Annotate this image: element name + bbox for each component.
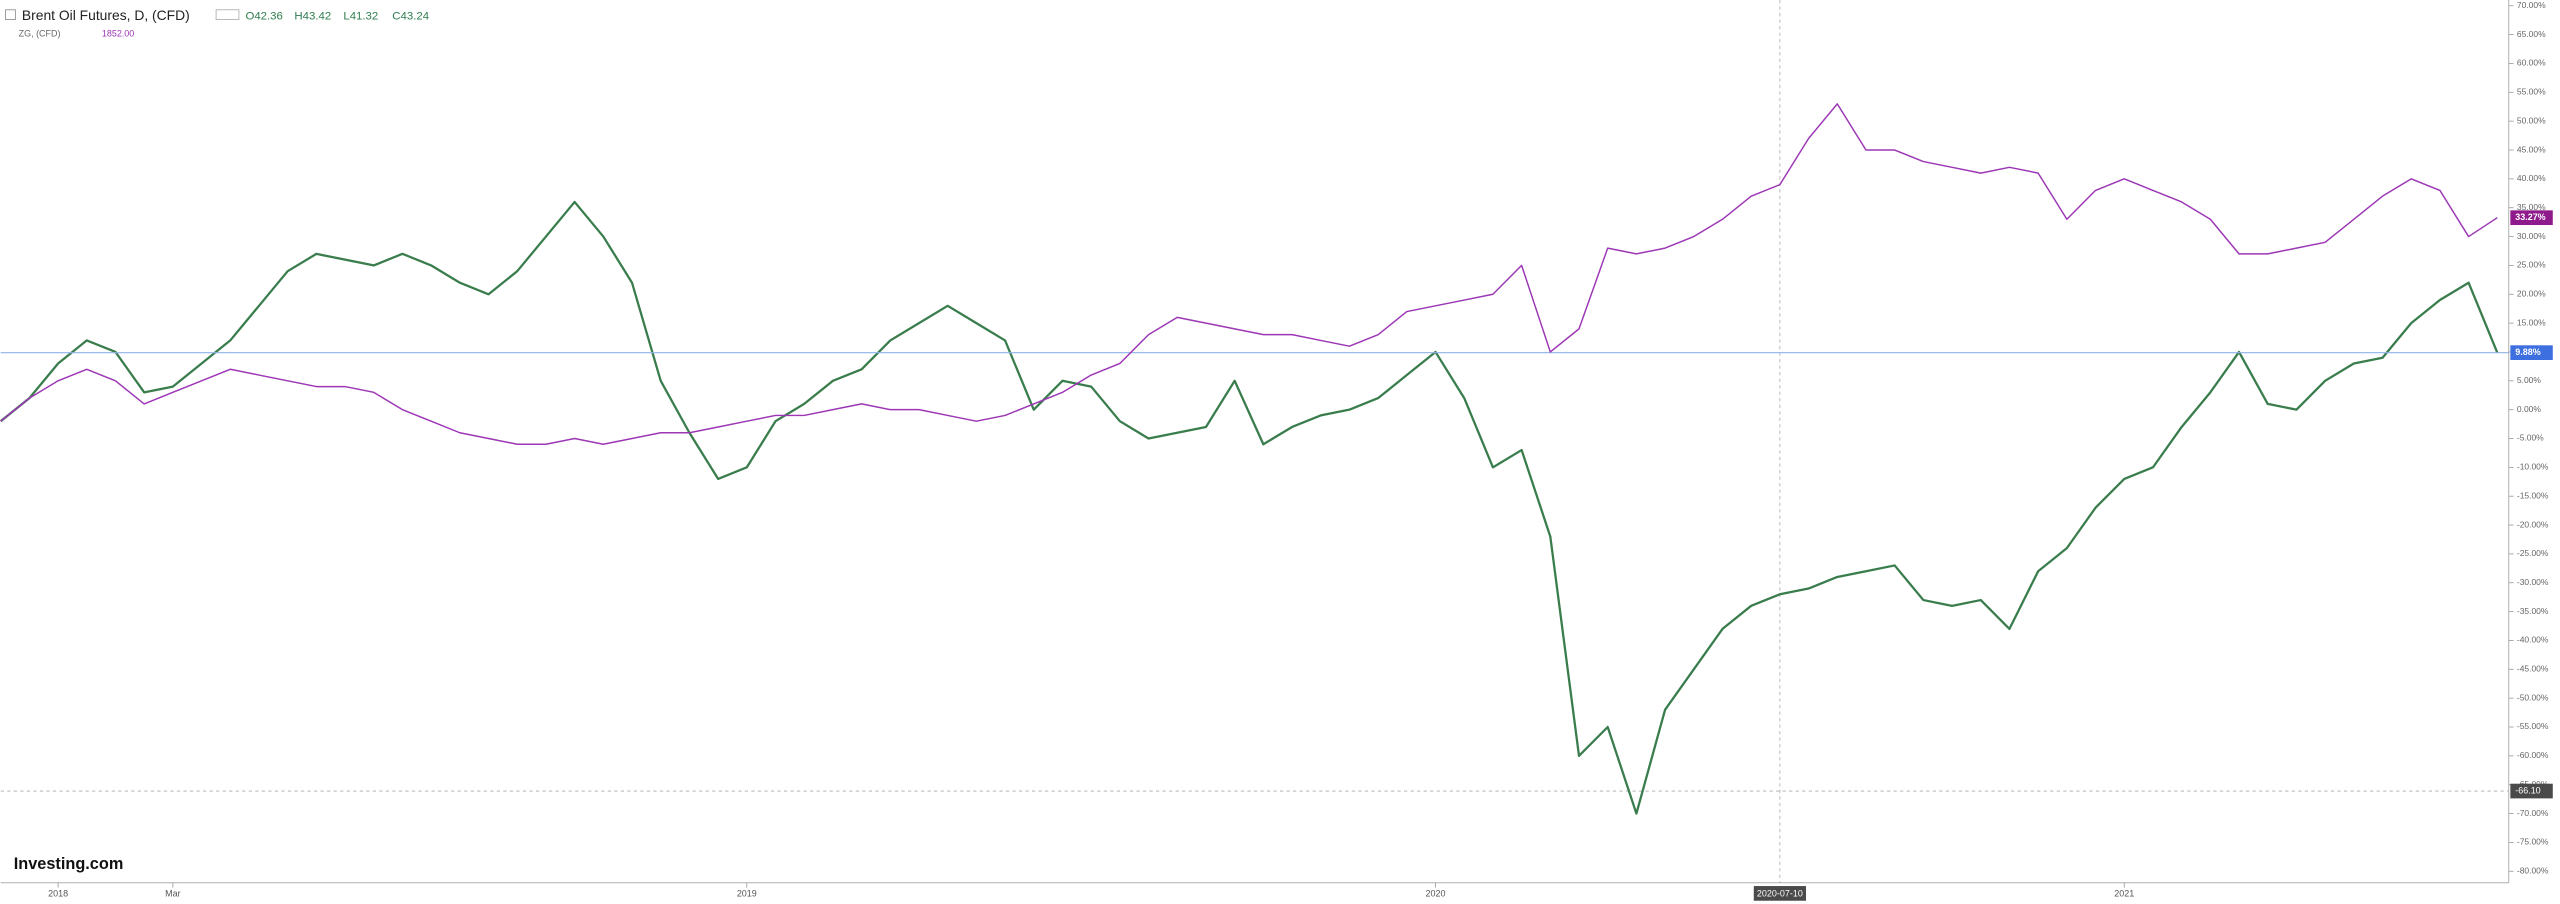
x-tick-label: 2018 [48, 889, 68, 899]
ohlc-value: C43.24 [392, 10, 429, 22]
settings-icon [215, 9, 240, 20]
compare-value: 1852.00 [102, 29, 134, 39]
crosshair-y-label: -66.10 [2515, 785, 2540, 795]
crosshair-x-label: 2020-07-10 [1757, 889, 1803, 899]
x-tick-label: 2019 [737, 889, 757, 899]
compare-title: ZG, (CFD) [19, 29, 61, 39]
last-value-label: 33.27% [2515, 212, 2545, 222]
brand-logo: Investing.com [14, 855, 124, 873]
crosshair-y-box [2510, 783, 2553, 799]
y-tick-label: -10.00% [2517, 462, 2549, 472]
y-tick-label: 15.00% [2517, 317, 2546, 327]
series-line [0, 200, 2499, 815]
y-tick-label: -40.00% [2517, 635, 2549, 645]
y-tick-label: -50.00% [2517, 692, 2549, 702]
ohlc-value: L41.32 [343, 10, 378, 22]
y-tick-label: 50.00% [2517, 115, 2546, 125]
crosshair-x-box [1753, 886, 1806, 901]
x-tick-label: Mar [165, 889, 180, 899]
y-tick-label: 60.00% [2517, 58, 2546, 68]
y-tick-label: -30.00% [2517, 577, 2549, 587]
y-tick-label: -35.00% [2517, 606, 2549, 616]
y-tick-label: 65.00% [2517, 29, 2546, 39]
series-line [0, 103, 2498, 446]
last-value-label: 9.88% [2515, 347, 2540, 357]
last-value-box [2510, 210, 2553, 226]
y-tick-label: -25.00% [2517, 548, 2549, 558]
ohlc-value: O42.36 [245, 10, 282, 22]
chart-title: Brent Oil Futures, D, (CFD) [22, 7, 190, 23]
y-tick-label: 20.00% [2517, 288, 2546, 298]
y-tick-label: -5.00% [2517, 433, 2544, 443]
x-tick-label: 2020 [1426, 889, 1446, 899]
y-tick-label: -45.00% [2517, 664, 2549, 674]
y-tick-label: 70.00% [2517, 0, 2546, 10]
y-tick-label: -15.00% [2517, 490, 2549, 500]
y-tick-label: -70.00% [2517, 808, 2549, 818]
last-value-box [2510, 345, 2553, 360]
collapse-icon[interactable] [5, 9, 16, 20]
y-tick-label: -55.00% [2517, 721, 2549, 731]
y-tick-label: 40.00% [2517, 173, 2546, 183]
x-tick-label: 2021 [2114, 889, 2134, 899]
y-tick-label: -60.00% [2517, 750, 2549, 760]
y-tick-label: 55.00% [2517, 87, 2546, 97]
y-tick-label: 5.00% [2517, 375, 2541, 385]
y-tick-label: -75.00% [2517, 837, 2549, 847]
y-tick-label: 30.00% [2517, 231, 2546, 241]
y-tick-label: -20.00% [2517, 519, 2549, 529]
y-tick-label: -80.00% [2517, 865, 2549, 875]
ohlc-value: H43.42 [294, 10, 331, 22]
y-tick-label: 45.00% [2517, 144, 2546, 154]
y-tick-label: 25.00% [2517, 260, 2546, 270]
y-tick-label: 35.00% [2517, 202, 2546, 212]
y-tick-label: 0.00% [2517, 404, 2541, 414]
